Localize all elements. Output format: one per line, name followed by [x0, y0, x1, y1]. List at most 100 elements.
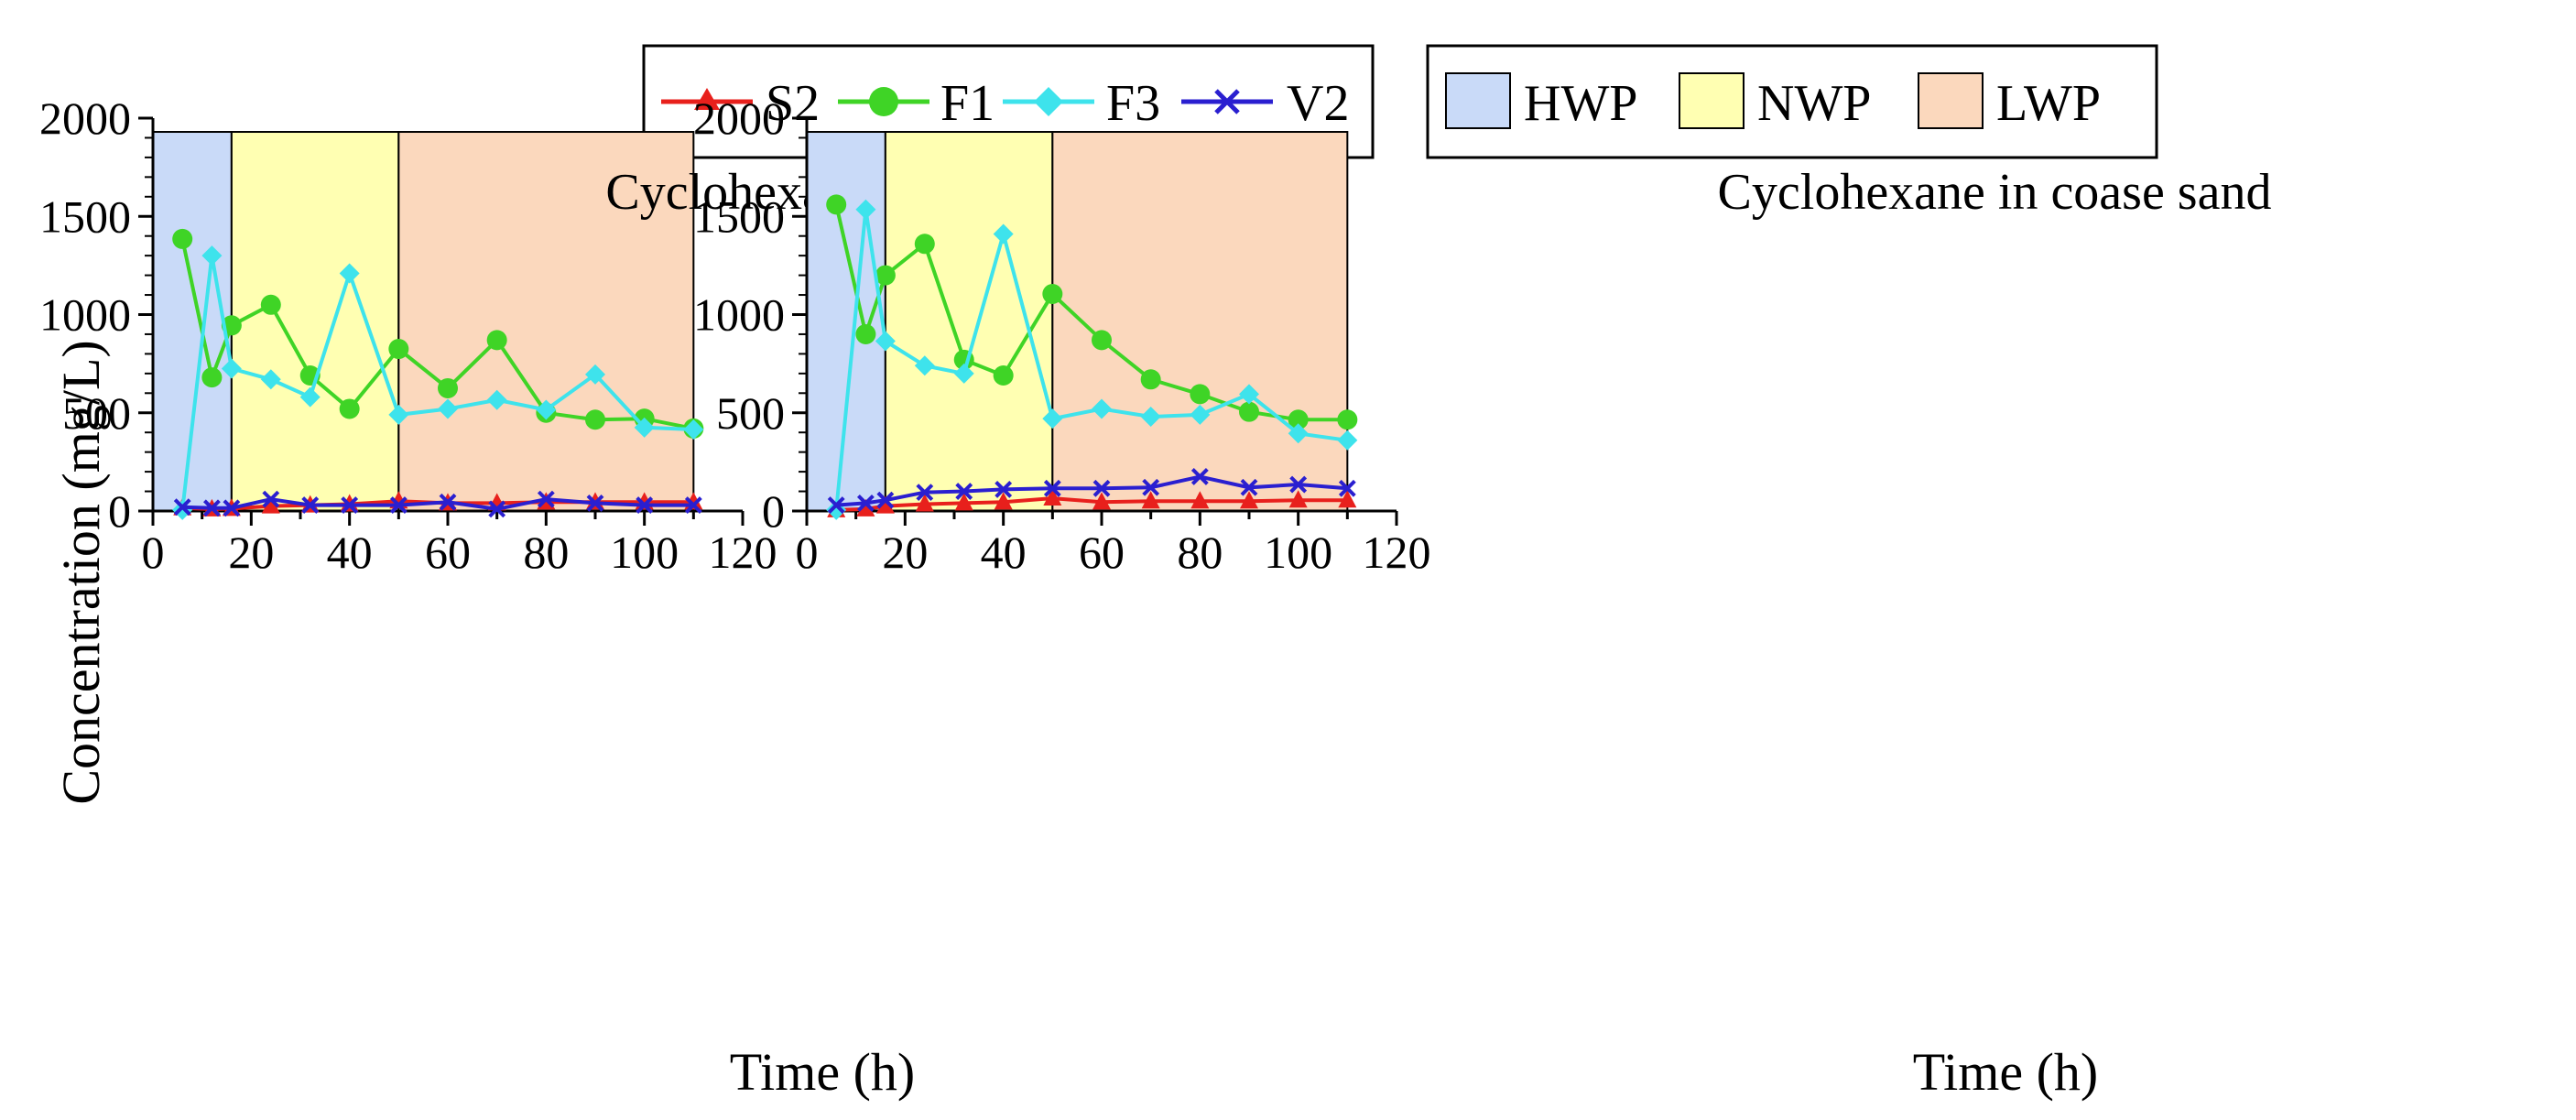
legend-f3-marker [1034, 87, 1063, 116]
sand-band-lwp [1051, 131, 1349, 512]
sand-x-tick-label: 60 [1079, 527, 1125, 578]
clay-f3-point [536, 399, 557, 420]
sand-band-hwp [806, 131, 886, 512]
sand-f1-point [1337, 409, 1358, 430]
clay-v2-point [223, 499, 241, 517]
clay-f1-point [339, 398, 360, 419]
sand-f3-point [875, 331, 896, 352]
clay-v2-point [488, 500, 506, 518]
legend-entry-v2: V2 [1181, 75, 1349, 132]
legend-v2-marker [1214, 89, 1240, 114]
clay-x-axis-title: Time (h) [730, 1042, 916, 1102]
clay-v2-point [537, 490, 555, 508]
clay-f1-point [201, 367, 223, 388]
clay-v2-point [301, 496, 320, 514]
clay-v2-point [586, 495, 604, 512]
clay-series [172, 228, 704, 520]
legend-hwp-swatch [1445, 72, 1511, 129]
sand-s2-point [1240, 491, 1258, 509]
clay-axes: 0 20 40 60 80 100 120 0 500 1000 1500 2000 [39, 92, 777, 578]
sand-s2-point [1043, 488, 1062, 506]
sand-f3-point [953, 363, 974, 384]
sand-y-tick-label: 500 [716, 387, 785, 439]
clay-f3-point [634, 417, 655, 438]
clay-y-tick-label: 500 [62, 387, 131, 439]
clay-band-hwp [152, 131, 233, 512]
clay-f3-point [299, 386, 321, 408]
clay-f1-point [172, 228, 193, 249]
sand-s2-point [856, 498, 875, 517]
clay-band-nwp [230, 131, 400, 512]
legend-s2-label: S2 [766, 75, 820, 132]
clay-f3-point [201, 245, 223, 266]
clay-y-tick-label: 0 [108, 485, 131, 537]
sand-x-tick-label: 80 [1177, 527, 1223, 578]
sand-f3-point [1092, 398, 1112, 419]
clay-f1-point [486, 330, 507, 351]
sand-v2-point [995, 480, 1013, 498]
sand-f3-point [855, 199, 876, 220]
sand-f1-point [1140, 369, 1161, 390]
sand-s2-point [875, 495, 895, 514]
legend-entry-f1: F1 [838, 75, 995, 132]
clay-y-axis-title: Concentration (mg/L) [51, 340, 111, 804]
clay-x-tick-label: 60 [425, 527, 471, 578]
legend-nwp-swatch [1679, 72, 1745, 129]
series-legend: S2 F1 F3 V2 [642, 44, 1375, 159]
legend-entry-f3: F3 [1003, 75, 1160, 132]
sand-v2-point [1043, 479, 1061, 497]
clay-f1-point [585, 409, 605, 430]
sand-x-tick-label: 120 [1363, 527, 1431, 578]
legend-hwp-label: HWP [1524, 75, 1637, 132]
sand-s2-point [1092, 492, 1111, 510]
sand-y-tick-label: 2000 [693, 92, 785, 144]
clay-x-tick-label: 120 [709, 527, 777, 578]
legend-s2-marker [694, 88, 720, 110]
legend-f3-label: F3 [1106, 75, 1160, 132]
phase-legend: HWP NWP LWP [1426, 44, 2158, 159]
sand-v2-point [827, 496, 845, 514]
sand-f1-point [1092, 330, 1112, 351]
sand-f1-point [914, 234, 935, 255]
sand-v2-point [1240, 478, 1258, 496]
sand-y-tick-label: 1500 [693, 190, 785, 242]
clay-x-tick-label: 100 [610, 527, 679, 578]
clay-f3-point [683, 419, 704, 440]
sand-v2-point [1190, 468, 1209, 485]
sand-s2-point [994, 492, 1013, 510]
clay-f3-point [221, 358, 242, 379]
sand-v2-point [955, 483, 973, 500]
sand-v2-point [916, 484, 934, 502]
clay-v2-point [389, 496, 408, 514]
sand-f1-point [875, 265, 896, 286]
sand-v2-point [1092, 479, 1111, 497]
legend-f1-label: F1 [940, 75, 995, 132]
sand-phase-bands [806, 131, 1349, 512]
phase-legend-frame [1426, 44, 2158, 159]
clay-f1-point [438, 377, 458, 398]
sand-f3-point [1140, 407, 1161, 428]
sand-f3-point [1042, 408, 1063, 430]
sand-x-tick-label: 0 [796, 527, 819, 578]
sand-f3-point [1288, 423, 1309, 444]
sand-f1-point [826, 194, 847, 215]
sand-f1-point [1288, 409, 1309, 430]
clay-f3-point [172, 499, 193, 520]
clay-v2-point [173, 498, 191, 517]
sand-f3-point [993, 223, 1014, 245]
sand-f1-point [1190, 384, 1211, 405]
sand-y-tick-label: 1000 [693, 289, 785, 341]
sand-f3-point [1337, 430, 1358, 451]
clay-x-tick-label: 20 [228, 527, 274, 578]
sand-v2-point [1289, 475, 1308, 494]
clay-phase-bands [152, 131, 695, 512]
clay-y-tick-label: 1000 [39, 289, 131, 341]
clay-x-tick-label: 40 [327, 527, 373, 578]
sand-f3-point [1239, 384, 1259, 405]
sand-x-tick-label: 40 [981, 527, 1027, 578]
clay-v2-point [202, 499, 221, 517]
legend-entry-hwp: HWP [1445, 72, 1637, 132]
sand-s2-point [1338, 490, 1357, 508]
sand-f1-point [855, 323, 876, 344]
